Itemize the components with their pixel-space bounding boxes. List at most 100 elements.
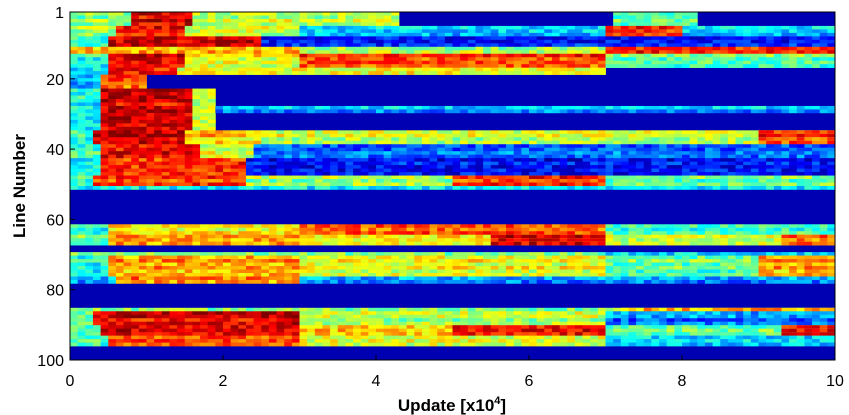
heatmap-cell — [605, 130, 614, 135]
heatmap-cell — [559, 105, 568, 110]
heatmap-cell — [812, 161, 821, 166]
heatmap-cell — [414, 158, 423, 162]
heatmap-cell — [529, 168, 538, 173]
heatmap-cell — [460, 255, 469, 260]
heatmap-cell — [743, 57, 752, 62]
heatmap-cell — [773, 227, 782, 232]
heatmap-cell — [215, 67, 224, 72]
heatmap-cell — [758, 105, 767, 110]
heatmap-cell — [628, 158, 637, 162]
heatmap-cell — [253, 39, 262, 44]
heatmap-cell — [636, 43, 645, 48]
heatmap-cell — [376, 259, 385, 263]
heatmap-cell — [597, 36, 606, 41]
heatmap-cell — [115, 102, 124, 107]
heatmap-cell — [796, 262, 805, 267]
heatmap-cell — [682, 161, 691, 166]
heatmap-cell — [360, 175, 369, 180]
heatmap-cell — [666, 231, 675, 236]
heatmap-cell — [184, 255, 193, 260]
heatmap-cell — [544, 64, 553, 68]
heatmap-cell — [253, 165, 262, 169]
heatmap-cell — [131, 151, 140, 155]
heatmap-cell — [827, 168, 836, 173]
heatmap-cell — [123, 67, 132, 72]
heatmap-cell — [674, 154, 683, 159]
heatmap-cell — [513, 57, 522, 62]
heatmap-cell — [276, 29, 285, 34]
heatmap-cell — [345, 32, 354, 37]
heatmap-cell — [192, 25, 201, 30]
heatmap-cell — [154, 88, 163, 93]
heatmap-cell — [796, 57, 805, 62]
heatmap-cell — [513, 39, 522, 44]
heatmap-cell — [253, 262, 262, 267]
heatmap-cell — [146, 262, 155, 267]
heatmap-cell — [391, 12, 400, 16]
heatmap-cell — [720, 231, 729, 236]
heatmap-cell — [659, 15, 668, 20]
heatmap-cell — [345, 231, 354, 236]
heatmap-cell — [674, 22, 683, 27]
heatmap-cell — [131, 32, 140, 37]
heatmap-cell — [697, 175, 706, 180]
heatmap-cell — [674, 109, 683, 114]
heatmap-cell — [712, 175, 721, 180]
heatmap-cell — [154, 224, 163, 229]
heatmap-cell — [253, 179, 262, 183]
heatmap-cell — [177, 154, 186, 159]
heatmap-cell — [322, 12, 331, 16]
heatmap-cell — [827, 154, 836, 159]
heatmap-cell — [536, 130, 545, 135]
heatmap-cell — [712, 105, 721, 110]
heatmap-cell — [789, 165, 798, 169]
heatmap-cell — [291, 151, 300, 155]
heatmap-cell — [70, 158, 79, 162]
heatmap-cell — [460, 186, 469, 190]
heatmap-cell — [498, 25, 507, 30]
heatmap-cell — [659, 50, 668, 55]
heatmap-cell — [284, 64, 293, 68]
heatmap-cell — [146, 175, 155, 180]
heatmap-cell — [314, 53, 323, 58]
heatmap-cell — [115, 158, 124, 162]
heatmap-cell — [276, 36, 285, 41]
heatmap-cell — [77, 60, 86, 65]
heatmap-cell — [223, 71, 232, 75]
heatmap-cell — [353, 182, 362, 187]
heatmap-cell — [574, 252, 583, 256]
heatmap-cell — [720, 50, 729, 55]
heatmap-cell — [192, 71, 201, 75]
heatmap-cell — [651, 60, 660, 65]
heatmap-cell — [467, 255, 476, 260]
heatmap-cell — [421, 231, 430, 236]
heatmap-cell — [169, 64, 178, 68]
heatmap-cell — [559, 262, 568, 267]
heatmap-cell — [727, 137, 736, 142]
heatmap-cell — [712, 137, 721, 142]
heatmap-cell — [490, 105, 499, 110]
heatmap-cell — [406, 105, 415, 110]
heatmap-cell — [529, 231, 538, 236]
heatmap-cell — [337, 255, 346, 260]
heatmap-cell — [70, 165, 79, 169]
heatmap-cell — [613, 144, 622, 149]
heatmap-cell — [184, 241, 193, 246]
heatmap-cell — [506, 50, 515, 55]
heatmap-cell — [398, 39, 407, 44]
heatmap-cell — [154, 116, 163, 121]
heatmap-cell — [421, 172, 430, 176]
heatmap-cell — [689, 172, 698, 176]
heatmap-cell — [483, 46, 492, 51]
heatmap-cell — [467, 60, 476, 65]
heatmap-cell — [161, 161, 170, 166]
heatmap-cell — [322, 15, 331, 20]
heatmap-cell — [574, 168, 583, 173]
heatmap-cell — [582, 252, 591, 256]
heatmap-cell — [490, 140, 499, 145]
heatmap-cell — [192, 238, 201, 242]
heatmap-cell — [245, 46, 254, 51]
heatmap-cell — [268, 22, 277, 27]
heatmap-cell — [773, 175, 782, 180]
heatmap-cell — [597, 165, 606, 169]
